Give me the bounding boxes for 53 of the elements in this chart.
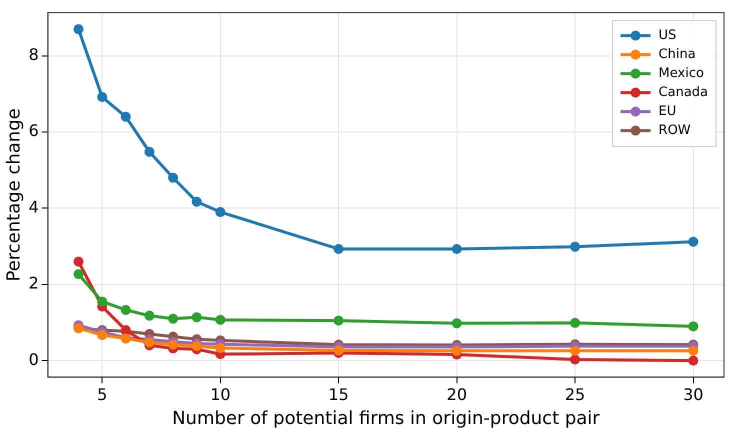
- point: [144, 310, 154, 321]
- point: [74, 24, 84, 34]
- point: [570, 346, 580, 356]
- legend-label: ROW: [658, 122, 691, 138]
- point: [570, 318, 580, 328]
- point: [97, 92, 108, 102]
- point: [688, 346, 698, 356]
- point: [452, 244, 462, 254]
- x-tick-label: 10: [210, 384, 231, 404]
- point: [192, 341, 202, 352]
- point: [74, 269, 84, 280]
- legend-label: EU: [658, 104, 676, 119]
- point: [168, 340, 178, 350]
- point: [120, 112, 131, 122]
- point: [168, 172, 178, 183]
- point: [144, 146, 154, 157]
- legend-label: Canada: [658, 84, 708, 100]
- x-tick-label: 15: [328, 384, 349, 404]
- point: [215, 314, 226, 325]
- point: [168, 314, 178, 324]
- point: [688, 356, 698, 366]
- y-tick-label: 4: [28, 197, 39, 216]
- point: [570, 354, 580, 364]
- point: [334, 316, 344, 326]
- point: [192, 312, 202, 322]
- x-tick-label: 25: [564, 384, 586, 404]
- point: [452, 318, 462, 328]
- point: [570, 242, 580, 252]
- y-axis-title: Percentage change: [3, 108, 24, 282]
- legend-label: US: [658, 28, 676, 43]
- y-tick-label: 0: [28, 350, 39, 369]
- point: [452, 346, 462, 356]
- legend-label: China: [658, 46, 696, 62]
- point: [97, 296, 108, 307]
- point: [120, 304, 131, 315]
- point: [688, 321, 698, 332]
- point: [334, 345, 344, 356]
- point: [215, 207, 226, 218]
- point: [74, 256, 84, 267]
- y-tick-label: 2: [28, 274, 39, 293]
- y-tick-label: 8: [28, 45, 39, 64]
- y-tick-label: 6: [28, 121, 39, 140]
- x-axis-title: Number of potential firms in origin-product pair: [172, 408, 600, 429]
- x-tick-label: 5: [97, 384, 108, 404]
- point: [334, 244, 344, 254]
- legend-label: Mexico: [658, 66, 704, 81]
- x-tick-label: 20: [446, 384, 467, 404]
- point: [97, 330, 108, 340]
- point: [215, 343, 226, 354]
- x-tick-label: 30: [683, 384, 704, 404]
- point: [688, 236, 698, 247]
- point: [144, 337, 154, 348]
- point: [192, 196, 202, 207]
